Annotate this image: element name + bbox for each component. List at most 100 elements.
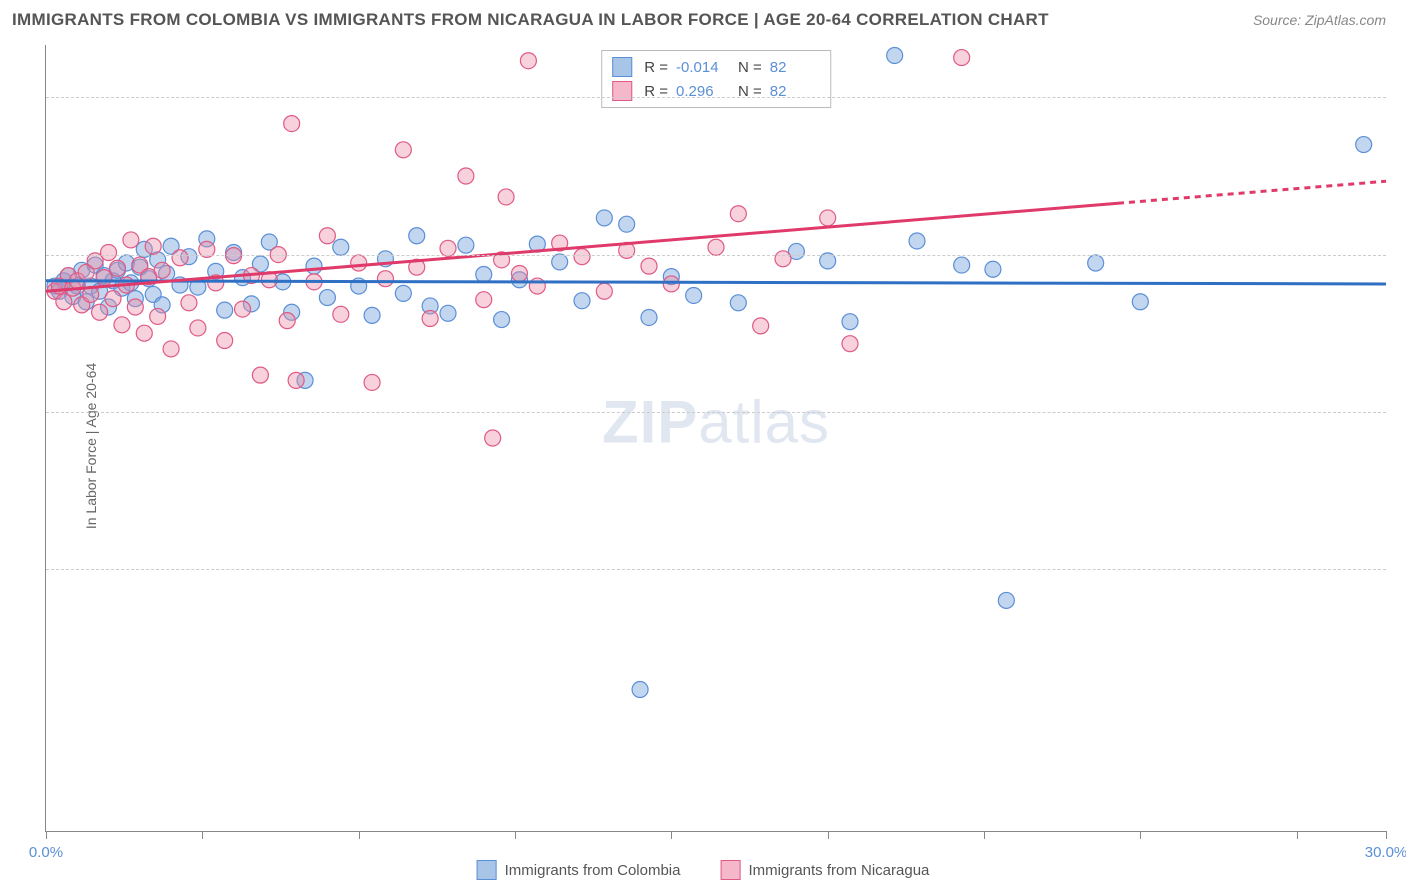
x-tick-label: 0.0% <box>29 844 63 861</box>
data-point <box>114 317 130 333</box>
data-point <box>485 430 501 446</box>
data-point <box>494 312 510 328</box>
x-tick <box>828 831 829 839</box>
legend-row: R =0.296N =82 <box>612 79 820 103</box>
legend-label: Immigrants from Colombia <box>505 862 681 879</box>
data-point <box>364 374 380 390</box>
data-point <box>101 245 117 261</box>
data-point <box>172 250 188 266</box>
data-point <box>440 305 456 321</box>
x-tick <box>515 831 516 839</box>
data-point <box>985 261 1001 277</box>
data-point <box>954 257 970 273</box>
legend-swatch <box>477 860 497 880</box>
x-tick <box>359 831 360 839</box>
x-tick-label: 30.0% <box>1365 844 1406 861</box>
data-point <box>284 116 300 132</box>
data-point <box>887 47 903 63</box>
data-point <box>319 290 335 306</box>
data-point <box>1356 137 1372 153</box>
data-point <box>458 237 474 253</box>
data-point <box>730 295 746 311</box>
x-tick <box>1386 831 1387 839</box>
data-point <box>422 311 438 327</box>
n-value: 82 <box>770 59 820 76</box>
correlation-legend: R = -0.014 N = 82 R =0.296N =82 <box>601 50 831 108</box>
data-point <box>511 265 527 281</box>
data-point <box>574 249 590 265</box>
data-point <box>145 238 161 254</box>
data-point <box>730 206 746 222</box>
data-point <box>596 283 612 299</box>
data-point <box>163 341 179 357</box>
legend-swatch <box>612 57 632 77</box>
data-point <box>92 304 108 320</box>
data-point <box>154 262 170 278</box>
data-point <box>319 228 335 244</box>
y-tick-label: 55.0% <box>1396 561 1406 578</box>
data-point <box>217 302 233 318</box>
data-point <box>1132 294 1148 310</box>
data-point <box>641 309 657 325</box>
legend-item: Immigrants from Colombia <box>477 860 681 880</box>
data-point <box>333 239 349 255</box>
data-point <box>775 251 791 267</box>
data-point <box>288 372 304 388</box>
x-tick <box>1297 831 1298 839</box>
y-tick-label: 70.0% <box>1396 403 1406 420</box>
data-point <box>909 233 925 249</box>
data-point <box>574 293 590 309</box>
gridline <box>46 255 1386 256</box>
x-tick <box>202 831 203 839</box>
data-point <box>820 210 836 226</box>
data-point <box>998 592 1014 608</box>
scatter-plot <box>46 45 1386 831</box>
x-tick <box>671 831 672 839</box>
r-label: R = <box>644 59 668 76</box>
data-point <box>476 292 492 308</box>
data-point <box>333 306 349 322</box>
data-point <box>364 307 380 323</box>
data-point <box>458 168 474 184</box>
data-point <box>552 254 568 270</box>
x-tick <box>1140 831 1141 839</box>
data-point <box>96 270 112 286</box>
data-point <box>127 299 143 315</box>
data-point <box>235 301 251 317</box>
data-point <box>377 271 393 287</box>
data-point <box>476 267 492 283</box>
gridline <box>46 97 1386 98</box>
data-point <box>619 216 635 232</box>
data-point <box>123 232 139 248</box>
data-point <box>1088 255 1104 271</box>
data-point <box>351 255 367 271</box>
data-point <box>686 287 702 303</box>
data-point <box>150 308 166 324</box>
data-point <box>226 248 242 264</box>
data-point <box>306 258 322 274</box>
y-tick-label: 100.0% <box>1396 89 1406 106</box>
data-point <box>105 291 121 307</box>
data-point <box>109 260 125 276</box>
data-point <box>395 285 411 301</box>
chart-title: IMMIGRANTS FROM COLOMBIA VS IMMIGRANTS F… <box>12 10 1049 30</box>
data-point <box>596 210 612 226</box>
data-point <box>641 258 657 274</box>
legend-item: Immigrants from Nicaragua <box>721 860 930 880</box>
chart-area: ZIPatlas R =-0.014N =82R =0.296N =82 55.… <box>45 45 1386 832</box>
data-point <box>56 294 72 310</box>
legend-label: Immigrants from Nicaragua <box>749 862 930 879</box>
x-tick <box>46 831 47 839</box>
data-point <box>217 333 233 349</box>
data-point <box>520 53 536 69</box>
data-point <box>190 320 206 336</box>
source-label: Source: ZipAtlas.com <box>1253 12 1386 28</box>
trend-line-dashed <box>1118 181 1386 203</box>
legend-row: R = -0.014 N = 82 <box>612 55 820 79</box>
data-point <box>181 295 197 311</box>
n-label: N = <box>738 59 762 76</box>
data-point <box>842 314 858 330</box>
gridline <box>46 569 1386 570</box>
r-value: -0.014 <box>676 59 726 76</box>
data-point <box>842 336 858 352</box>
